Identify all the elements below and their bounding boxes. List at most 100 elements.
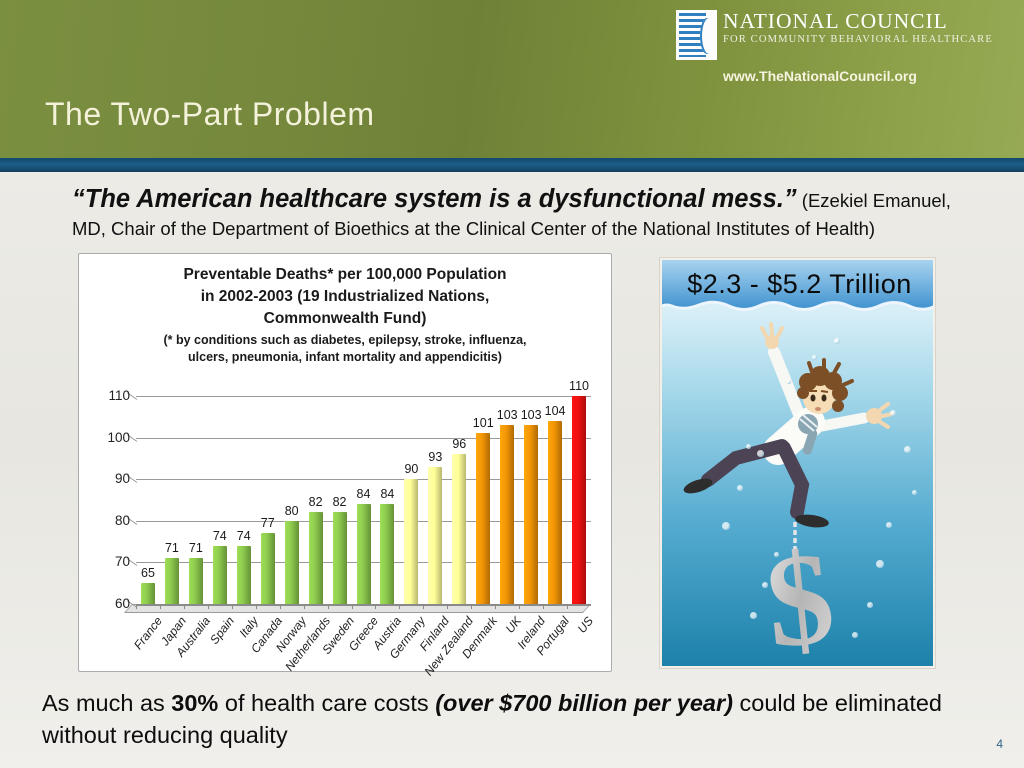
bar-italy bbox=[236, 545, 251, 604]
bubble bbox=[904, 446, 911, 453]
bubble bbox=[787, 380, 791, 384]
y-axis-tick-label: 60 bbox=[114, 596, 130, 611]
x-axis-tick bbox=[471, 604, 473, 609]
bar-australia bbox=[188, 558, 203, 604]
x-axis-tick bbox=[567, 604, 569, 609]
bubble bbox=[852, 632, 858, 638]
logo-name: NATIONAL COUNCIL bbox=[723, 9, 948, 33]
bubble bbox=[757, 450, 764, 457]
x-axis-tick bbox=[399, 604, 401, 609]
bubble bbox=[912, 490, 917, 495]
bar-denmark bbox=[476, 433, 491, 604]
bar-value-label: 110 bbox=[569, 379, 589, 393]
gridline bbox=[136, 604, 591, 606]
bar-austria bbox=[380, 504, 395, 604]
trillion-caption: $2.3 - $5.2 Trillion bbox=[687, 269, 912, 299]
bar-value-label: 103 bbox=[496, 408, 518, 423]
x-axis-tick bbox=[207, 604, 209, 609]
dollar-sign-anchor: $ bbox=[759, 523, 840, 668]
y-axis-tick-label: 70 bbox=[114, 554, 130, 570]
y-axis-tick-label: 90 bbox=[114, 471, 130, 487]
y-axis-tick-label: 80 bbox=[114, 512, 130, 528]
logo-stripes-icon bbox=[676, 10, 717, 60]
x-axis-tick bbox=[231, 604, 233, 609]
bubble bbox=[886, 522, 892, 528]
x-axis-tick bbox=[495, 604, 497, 609]
page-number: 4 bbox=[996, 737, 1003, 751]
x-axis-tick bbox=[519, 604, 521, 609]
x-axis-tick bbox=[303, 604, 305, 609]
gridline bbox=[136, 479, 591, 481]
bubble bbox=[890, 410, 896, 416]
bar-value-label: 103 bbox=[520, 408, 542, 423]
quote-text: “The American healthcare system is a dys… bbox=[72, 185, 797, 213]
bar-ireland bbox=[524, 425, 539, 604]
chart-title: Preventable Deaths* per 100,000 Populati… bbox=[183, 266, 507, 327]
x-axis-tick bbox=[255, 604, 257, 609]
category-label: Spain bbox=[206, 614, 237, 647]
y-axis-tick-label: 100 bbox=[107, 429, 130, 445]
bar-sweden bbox=[332, 512, 347, 604]
bubble bbox=[876, 560, 884, 568]
bar-portugal bbox=[548, 420, 563, 604]
bar-value-label: 74 bbox=[212, 528, 227, 543]
x-axis-tick bbox=[183, 604, 185, 609]
x-axis-tick bbox=[447, 604, 449, 609]
bubble bbox=[774, 552, 779, 557]
bar-value-label: 101 bbox=[472, 416, 494, 431]
bubble bbox=[750, 612, 757, 619]
chart-plot: 60 70 80 90 100 110 65 France 71 Japan 71 Australia… bbox=[107, 379, 596, 678]
bar-value-label: 82 bbox=[308, 495, 323, 510]
bubble bbox=[737, 485, 743, 491]
bar-us bbox=[572, 396, 587, 604]
bar-japan bbox=[164, 558, 179, 604]
quote-paragraph: “The American healthcare system is a dys… bbox=[72, 183, 977, 241]
bar-value-label: 84 bbox=[356, 487, 371, 502]
gridline bbox=[136, 437, 591, 439]
bar-value-label: 96 bbox=[452, 437, 467, 452]
bubble bbox=[812, 355, 817, 360]
bubble bbox=[762, 582, 768, 588]
drowning-man-illustration: $ bbox=[683, 322, 894, 668]
preventable-deaths-chart: Preventable Deaths* per 100,000 Populati… bbox=[78, 253, 612, 678]
page-title: The Two-Part Problem bbox=[45, 96, 375, 132]
x-axis-tick bbox=[351, 604, 353, 609]
bar-greece bbox=[356, 504, 371, 604]
x-axis-tick bbox=[543, 604, 545, 609]
x-axis-tick bbox=[423, 604, 425, 609]
bar-germany bbox=[404, 479, 419, 604]
bubble bbox=[867, 602, 873, 608]
quote-attribution: (Ezekiel Emanuel, MD, Chair of the Depar… bbox=[72, 190, 951, 239]
bar-uk bbox=[500, 425, 515, 604]
header-divider bbox=[0, 158, 1024, 172]
bottom-statement: As much as 30% of health care costs (ove… bbox=[42, 690, 943, 748]
gridline bbox=[136, 396, 591, 397]
water-surface-wave bbox=[662, 260, 933, 311]
bar-value-label: 80 bbox=[284, 503, 299, 518]
logo-website: www.TheNationalCouncil.org bbox=[723, 68, 917, 84]
chart-subtitle: (* by conditions such as diabetes, epile… bbox=[163, 333, 527, 364]
category-label: US bbox=[574, 614, 597, 636]
bar-france bbox=[140, 583, 155, 604]
bar-value-label: 104 bbox=[544, 403, 566, 418]
x-axis-tick bbox=[327, 604, 329, 609]
bar-value-label: 90 bbox=[404, 462, 419, 477]
x-axis-tick bbox=[136, 604, 137, 609]
x-axis-tick bbox=[159, 604, 161, 609]
logo-tagline: FOR COMMUNITY BEHAVIORAL HEALTHCARE bbox=[723, 33, 993, 45]
bar-value-label: 71 bbox=[188, 541, 203, 556]
drowning-man-image: $2.3 - $5.2 Trillion bbox=[660, 258, 935, 668]
bar-value-label: 93 bbox=[428, 449, 443, 464]
bubble bbox=[746, 444, 751, 449]
national-council-logo: NATIONAL COUNCIL FOR COMMUNITY BEHAVIORA… bbox=[676, 9, 1020, 84]
bubble bbox=[834, 338, 840, 344]
category-label: France bbox=[130, 614, 166, 653]
bar-value-label: 74 bbox=[236, 528, 251, 543]
bar-canada bbox=[260, 533, 275, 604]
bar-value-label: 71 bbox=[164, 541, 179, 556]
bar-finland bbox=[428, 466, 443, 604]
bar-value-label: 77 bbox=[260, 516, 275, 531]
bar-new-zealand bbox=[452, 454, 467, 604]
bar-spain bbox=[212, 545, 227, 604]
slide-header: NATIONAL COUNCIL FOR COMMUNITY BEHAVIORA… bbox=[0, 0, 1024, 158]
